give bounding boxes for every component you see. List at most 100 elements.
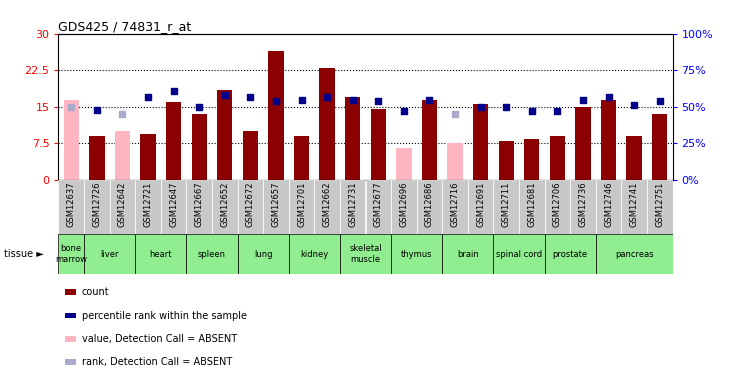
Text: count: count xyxy=(82,287,110,297)
Point xyxy=(91,107,102,113)
Text: GSM12642: GSM12642 xyxy=(118,182,127,227)
Point xyxy=(244,94,256,100)
Bar xyxy=(64,100,79,180)
Bar xyxy=(135,234,186,274)
Bar xyxy=(340,234,391,274)
Bar xyxy=(545,180,570,234)
Bar xyxy=(473,104,488,180)
Bar xyxy=(524,139,539,180)
Point xyxy=(321,94,333,100)
Text: GSM12691: GSM12691 xyxy=(476,182,485,227)
Text: GSM12686: GSM12686 xyxy=(425,182,434,227)
Bar xyxy=(58,180,84,234)
Bar xyxy=(217,90,232,180)
Bar xyxy=(166,102,181,180)
Bar xyxy=(238,234,289,274)
Bar xyxy=(289,180,314,234)
Bar xyxy=(396,148,412,180)
Point xyxy=(398,108,409,114)
Text: thymus: thymus xyxy=(401,250,433,259)
Text: GSM12677: GSM12677 xyxy=(374,182,383,227)
Point xyxy=(295,97,308,103)
Bar xyxy=(340,180,366,234)
Bar xyxy=(243,131,258,180)
Point xyxy=(66,104,77,110)
Bar xyxy=(422,100,437,180)
Point xyxy=(526,108,538,114)
Text: liver: liver xyxy=(100,250,119,259)
Bar xyxy=(391,180,417,234)
Text: GSM12726: GSM12726 xyxy=(92,182,102,227)
Bar xyxy=(58,234,84,274)
Text: GSM12681: GSM12681 xyxy=(527,182,537,227)
Point xyxy=(168,88,180,94)
Bar xyxy=(238,180,263,234)
Bar xyxy=(575,107,591,180)
Bar xyxy=(601,100,616,180)
Text: bone
marrow: bone marrow xyxy=(56,244,87,264)
Bar xyxy=(626,136,642,180)
Point xyxy=(551,108,563,114)
Text: skeletal
muscle: skeletal muscle xyxy=(349,244,382,264)
Point xyxy=(449,111,461,117)
Bar xyxy=(550,136,565,180)
Bar xyxy=(84,180,110,234)
Bar xyxy=(652,114,667,180)
Bar xyxy=(115,131,130,180)
Point xyxy=(219,92,231,98)
Text: GSM12751: GSM12751 xyxy=(655,182,664,227)
Bar xyxy=(186,180,212,234)
Bar xyxy=(135,180,161,234)
Text: GSM12701: GSM12701 xyxy=(297,182,306,227)
Text: GSM12657: GSM12657 xyxy=(271,182,281,227)
Bar xyxy=(192,114,207,180)
Text: rank, Detection Call = ABSENT: rank, Detection Call = ABSENT xyxy=(82,357,232,368)
Bar xyxy=(212,180,238,234)
Text: tissue ►: tissue ► xyxy=(4,249,43,259)
Text: GSM12667: GSM12667 xyxy=(194,182,204,227)
Bar xyxy=(493,180,519,234)
Point xyxy=(270,98,282,104)
Bar xyxy=(570,180,596,234)
Text: pancreas: pancreas xyxy=(615,250,654,259)
Bar xyxy=(294,136,309,180)
Point xyxy=(423,97,435,103)
Point xyxy=(474,104,486,110)
Bar xyxy=(647,180,673,234)
Text: prostate: prostate xyxy=(553,250,588,259)
Point xyxy=(500,104,512,110)
Bar xyxy=(84,234,135,274)
Point xyxy=(142,94,154,100)
Bar xyxy=(493,234,545,274)
Text: brain: brain xyxy=(457,250,479,259)
Bar xyxy=(268,51,284,180)
Bar xyxy=(289,234,340,274)
Bar xyxy=(345,97,360,180)
Bar xyxy=(447,144,463,180)
Text: GSM12716: GSM12716 xyxy=(450,182,460,227)
Text: percentile rank within the sample: percentile rank within the sample xyxy=(82,310,247,321)
Text: GSM12696: GSM12696 xyxy=(399,182,409,227)
Text: GSM12736: GSM12736 xyxy=(578,182,588,227)
Bar xyxy=(596,180,621,234)
Bar xyxy=(186,234,238,274)
Text: heart: heart xyxy=(150,250,172,259)
Point xyxy=(602,94,614,100)
Bar xyxy=(89,136,105,180)
Point xyxy=(577,97,589,103)
Text: GSM12672: GSM12672 xyxy=(246,182,255,227)
Bar xyxy=(417,180,442,234)
Bar xyxy=(64,359,76,365)
Text: GSM12746: GSM12746 xyxy=(604,182,613,227)
Bar xyxy=(442,234,493,274)
Bar xyxy=(161,180,186,234)
Bar xyxy=(596,234,673,274)
Text: GSM12652: GSM12652 xyxy=(220,182,230,227)
Text: GSM12741: GSM12741 xyxy=(629,182,639,227)
Bar xyxy=(366,180,391,234)
Bar xyxy=(371,110,386,180)
Bar xyxy=(442,180,468,234)
Point xyxy=(116,111,129,117)
Bar xyxy=(314,180,340,234)
Bar xyxy=(319,68,335,180)
